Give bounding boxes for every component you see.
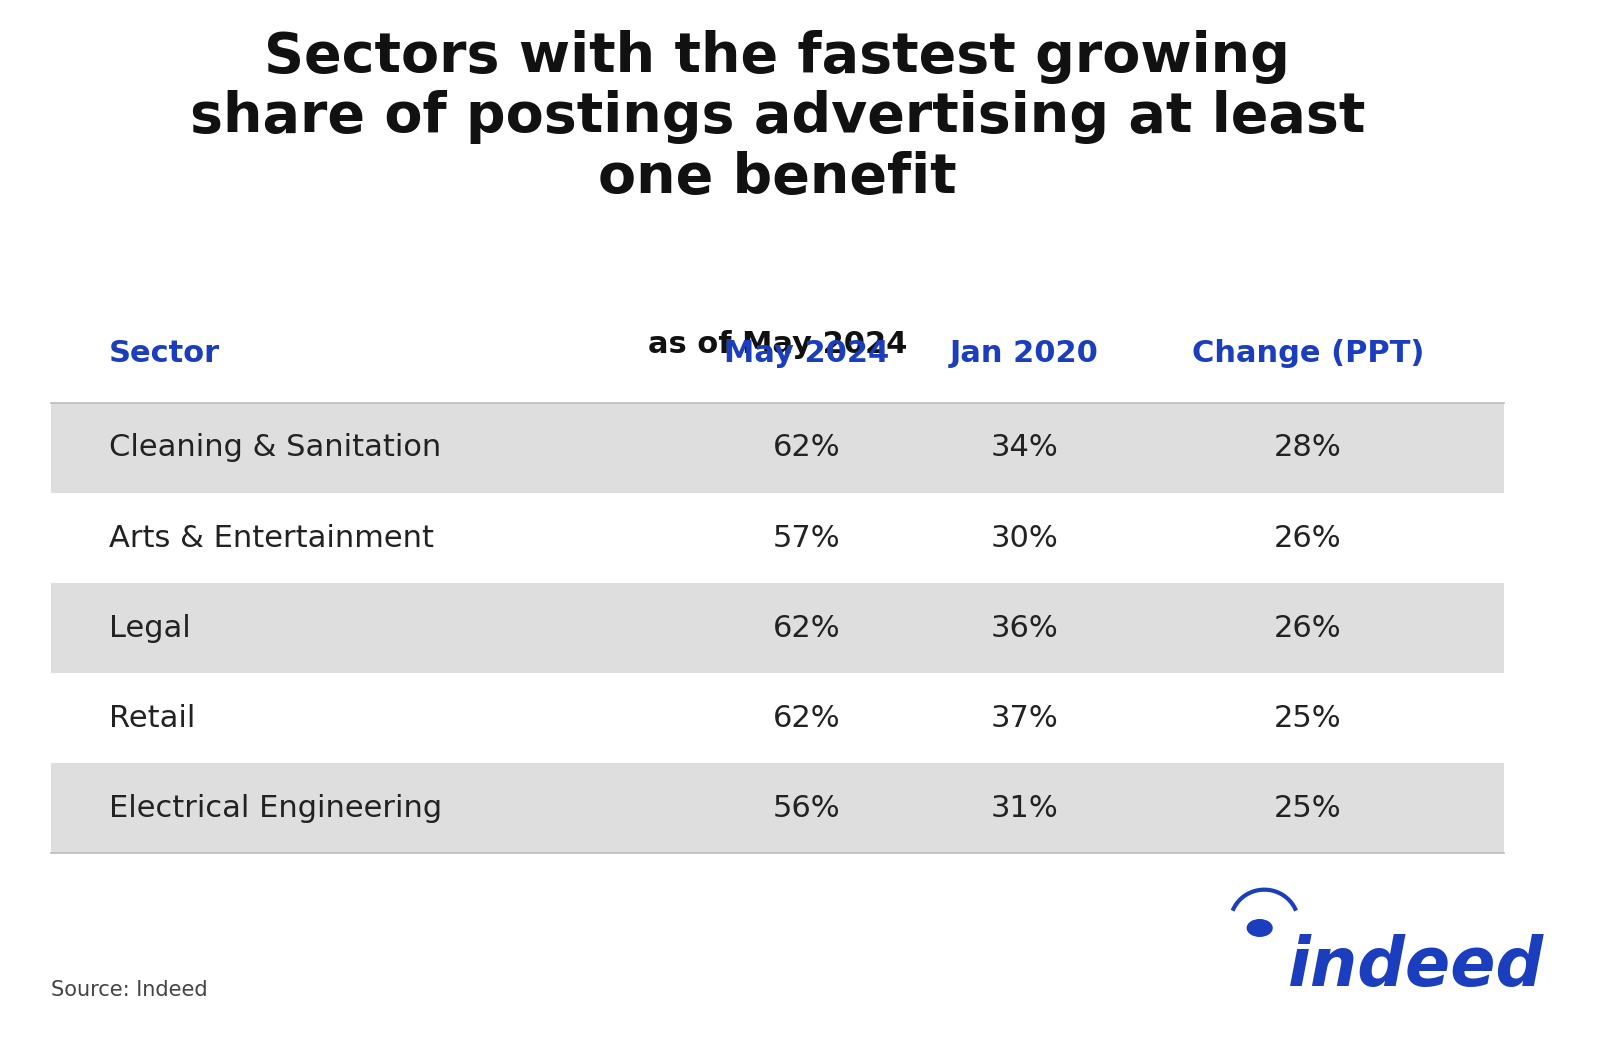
Text: Retail: Retail	[109, 704, 195, 733]
Text: 37%: 37%	[990, 704, 1058, 733]
Text: 34%: 34%	[990, 433, 1058, 462]
Text: Change (PPT): Change (PPT)	[1192, 339, 1424, 367]
Text: Sector: Sector	[109, 339, 219, 367]
Text: 57%: 57%	[773, 523, 840, 552]
Bar	[51, 673, 1504, 763]
Bar	[51, 403, 1504, 493]
Text: Legal: Legal	[109, 614, 190, 643]
Text: 62%: 62%	[773, 433, 840, 462]
Text: May 2024: May 2024	[723, 339, 890, 367]
Text: Sectors with the fastest growing
share of postings advertising at least
one bene: Sectors with the fastest growing share o…	[189, 30, 1365, 205]
Text: 56%: 56%	[773, 793, 840, 823]
Text: 28%: 28%	[1274, 433, 1342, 462]
Text: Electrical Engineering: Electrical Engineering	[109, 793, 442, 823]
Text: Cleaning & Sanitation: Cleaning & Sanitation	[109, 433, 442, 462]
Bar	[51, 493, 1504, 584]
Bar	[51, 763, 1504, 853]
Text: 26%: 26%	[1274, 614, 1341, 643]
Text: as of May 2024: as of May 2024	[648, 330, 907, 359]
Text: Source: Indeed: Source: Indeed	[51, 980, 206, 1000]
Text: Jan 2020: Jan 2020	[950, 339, 1099, 367]
Text: 31%: 31%	[990, 793, 1058, 823]
Text: Arts & Entertainment: Arts & Entertainment	[109, 523, 434, 552]
Text: 26%: 26%	[1274, 523, 1341, 552]
Text: 25%: 25%	[1274, 704, 1341, 733]
Text: 30%: 30%	[990, 523, 1058, 552]
Text: indeed: indeed	[1288, 934, 1544, 1000]
Text: 62%: 62%	[773, 704, 840, 733]
Bar	[51, 584, 1504, 673]
Text: 36%: 36%	[990, 614, 1058, 643]
Text: 25%: 25%	[1274, 793, 1341, 823]
Text: 62%: 62%	[773, 614, 840, 643]
Circle shape	[1248, 920, 1272, 936]
